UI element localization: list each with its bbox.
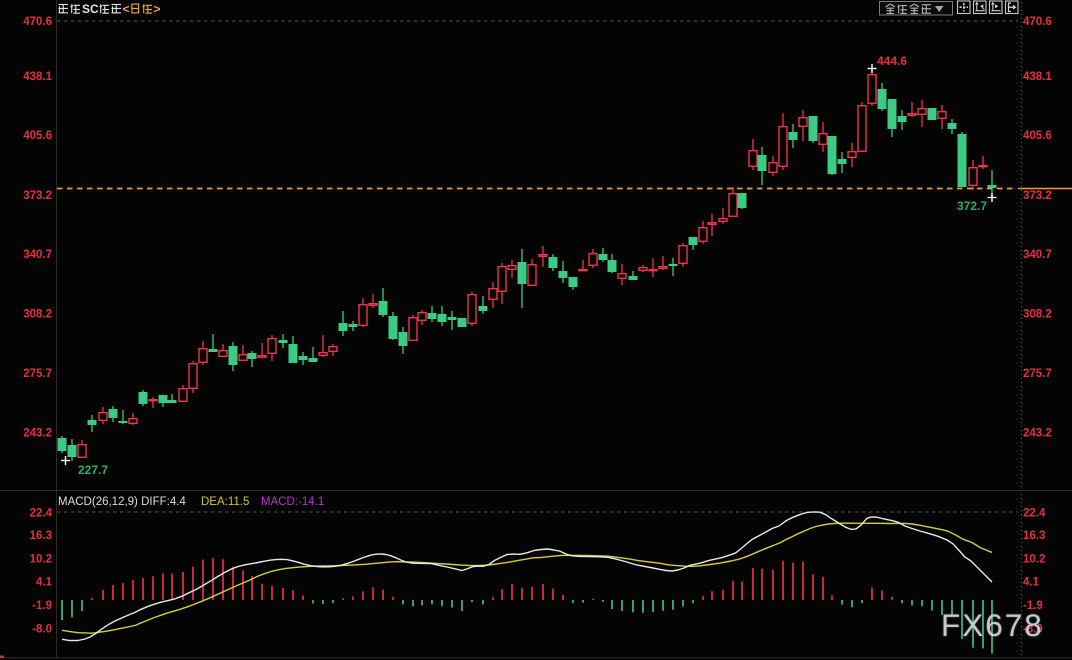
svg-text:>: >: [154, 2, 161, 16]
svg-text:275.7: 275.7: [1023, 368, 1052, 380]
svg-text:SC: SC: [82, 2, 99, 16]
svg-text:22.4: 22.4: [30, 507, 53, 519]
svg-text:405.6: 405.6: [23, 130, 52, 142]
svg-text:227.7: 227.7: [78, 463, 108, 477]
svg-text:-1.9: -1.9: [32, 600, 52, 612]
svg-text:470.6: 470.6: [23, 16, 52, 28]
svg-text:243.2: 243.2: [1023, 428, 1052, 440]
svg-text:340.7: 340.7: [23, 249, 52, 261]
svg-text:-8.0: -8.0: [32, 623, 52, 635]
svg-text:243.2: 243.2: [23, 428, 52, 440]
svg-text:4.1: 4.1: [1023, 576, 1040, 588]
svg-text:MACD(26,12,9) DIFF:4.4: MACD(26,12,9) DIFF:4.4: [58, 496, 186, 508]
svg-text:FX678: FX678: [941, 607, 1044, 643]
svg-text:373.2: 373.2: [23, 190, 52, 202]
svg-text:470.6: 470.6: [1023, 16, 1052, 28]
svg-text:-1.9: -1.9: [1023, 600, 1043, 612]
svg-text:-8.0: -8.0: [1023, 623, 1043, 635]
svg-text:438.1: 438.1: [23, 71, 52, 83]
svg-text:<: <: [123, 2, 130, 16]
svg-text:10.2: 10.2: [1023, 553, 1045, 565]
svg-text:438.1: 438.1: [1023, 71, 1052, 83]
svg-text:372.7: 372.7: [957, 199, 987, 213]
svg-text:22.4: 22.4: [1023, 507, 1046, 519]
svg-text:308.2: 308.2: [1023, 309, 1052, 321]
svg-text:444.6: 444.6: [877, 54, 907, 68]
svg-text:16.3: 16.3: [30, 530, 52, 542]
svg-text:10.2: 10.2: [30, 553, 52, 565]
svg-text:4.1: 4.1: [36, 576, 53, 588]
svg-text:373.2: 373.2: [1023, 190, 1052, 202]
svg-text:MACD:-14.1: MACD:-14.1: [261, 496, 324, 508]
svg-text:308.2: 308.2: [23, 309, 52, 321]
svg-text:340.7: 340.7: [1023, 249, 1052, 261]
svg-text:275.7: 275.7: [23, 368, 52, 380]
svg-text:405.6: 405.6: [1023, 130, 1052, 142]
svg-text:DEA:11.5: DEA:11.5: [201, 496, 249, 508]
svg-text:16.3: 16.3: [1023, 530, 1045, 542]
